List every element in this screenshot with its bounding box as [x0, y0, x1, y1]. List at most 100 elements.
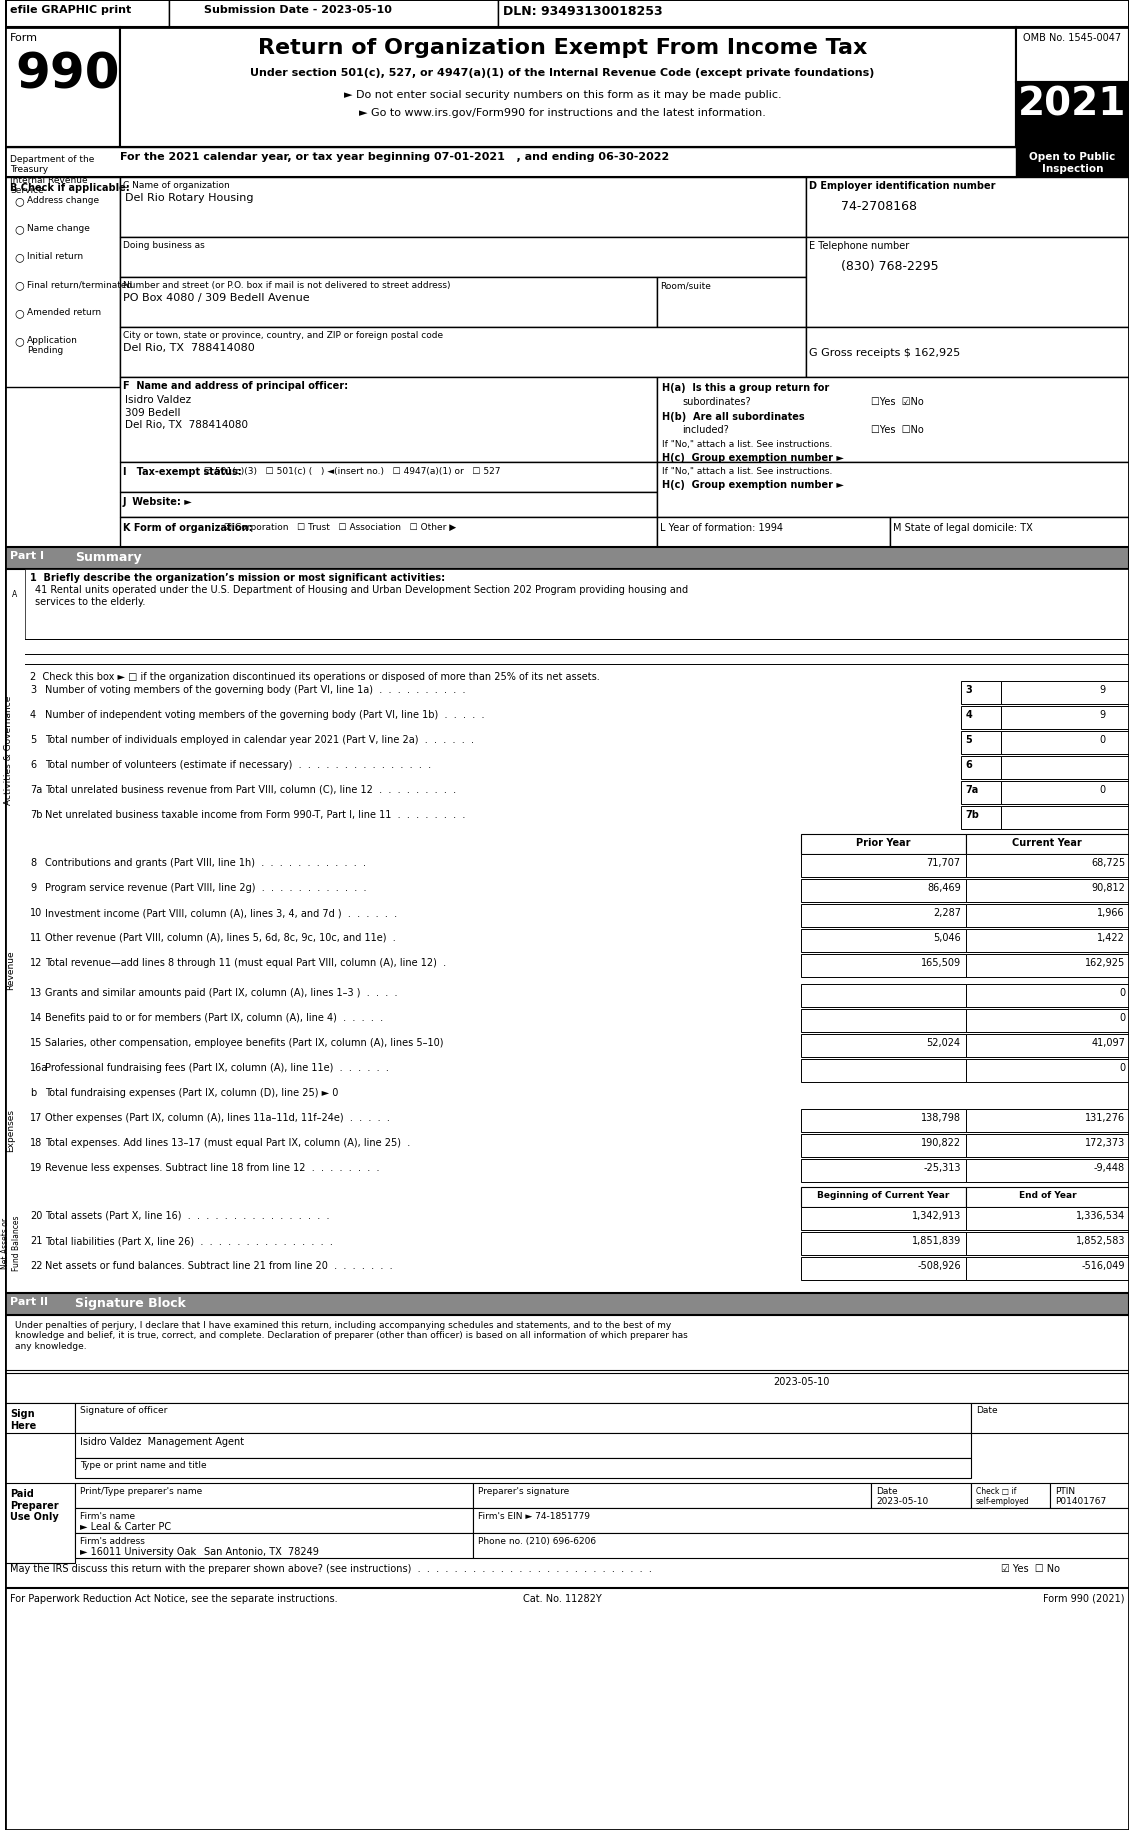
Text: Firm's EIN ► 74-1851779: Firm's EIN ► 74-1851779	[478, 1512, 590, 1521]
Text: Open to Public
Inspection: Open to Public Inspection	[1030, 152, 1115, 174]
Text: 6: 6	[30, 759, 36, 770]
Text: ○: ○	[14, 337, 24, 346]
Bar	[5, 1294, 1129, 1316]
Text: Print/Type preparer's name: Print/Type preparer's name	[80, 1486, 202, 1495]
Text: Return of Organization Exempt From Income Tax: Return of Organization Exempt From Incom…	[257, 38, 867, 59]
Bar	[806, 238, 1129, 328]
Text: 1  Briefly describe the organization’s mission or most significant activities:: 1 Briefly describe the organization’s mi…	[30, 573, 445, 582]
Text: 18: 18	[30, 1138, 42, 1147]
Text: Under section 501(c), 527, or 4947(a)(1) of the Internal Revenue Code (except pr: Under section 501(c), 527, or 4947(a)(1)…	[251, 68, 875, 79]
Bar	[5, 0, 1129, 27]
Text: Revenue less expenses. Subtract line 18 from line 12  .  .  .  .  .  .  .  .: Revenue less expenses. Subtract line 18 …	[45, 1162, 379, 1173]
Text: 0: 0	[1119, 988, 1124, 997]
Text: Activities & Governance: Activities & Governance	[3, 695, 12, 803]
Text: Expenses: Expenses	[7, 1107, 16, 1151]
Text: 3: 3	[30, 684, 36, 695]
Text: Total number of individuals employed in calendar year 2021 (Part V, line 2a)  . : Total number of individuals employed in …	[45, 734, 474, 745]
Text: ○: ○	[14, 196, 24, 207]
Text: 74-2708168: 74-2708168	[841, 199, 917, 212]
Text: 0: 0	[1099, 734, 1105, 745]
Bar	[25, 569, 1129, 640]
Bar	[75, 1482, 473, 1508]
Text: Doing business as: Doing business as	[123, 242, 204, 251]
Text: 52,024: 52,024	[927, 1038, 961, 1047]
Bar	[802, 855, 965, 878]
Text: ☐Yes  ☑No: ☐Yes ☑No	[872, 397, 924, 406]
Text: 190,822: 190,822	[920, 1138, 961, 1147]
Text: H(c)  Group exemption number ►: H(c) Group exemption number ►	[662, 452, 844, 463]
Bar	[75, 1508, 473, 1534]
Text: For the 2021 calendar year, or tax year beginning 07-01-2021   , and ending 06-3: For the 2021 calendar year, or tax year …	[120, 152, 668, 161]
Text: ☑ Corporation   ☐ Trust   ☐ Association   ☐ Other ▶: ☑ Corporation ☐ Trust ☐ Association ☐ Ot…	[224, 523, 456, 533]
Text: 22: 22	[30, 1261, 43, 1270]
Bar	[1000, 781, 1129, 805]
Text: Program service revenue (Part VIII, line 2g)  .  .  .  .  .  .  .  .  .  .  .  .: Program service revenue (Part VIII, line…	[45, 882, 367, 893]
Text: G Gross receipts $ 162,925: G Gross receipts $ 162,925	[809, 348, 961, 359]
Bar	[965, 985, 1129, 1008]
Bar	[5, 1316, 1129, 1371]
Bar	[965, 1109, 1129, 1133]
Text: 2,287: 2,287	[933, 908, 961, 917]
Text: 4: 4	[30, 710, 36, 719]
Text: Revenue: Revenue	[7, 950, 16, 990]
Bar	[1050, 1482, 1129, 1508]
Bar	[802, 880, 965, 902]
Text: ○: ○	[14, 280, 24, 289]
Text: San Antonio, TX  78249: San Antonio, TX 78249	[204, 1546, 320, 1556]
Text: 162,925: 162,925	[1085, 957, 1124, 968]
Text: Address change: Address change	[27, 196, 99, 205]
Text: -25,313: -25,313	[924, 1162, 961, 1173]
Text: B Check if applicable:: B Check if applicable:	[10, 183, 130, 192]
Bar	[802, 1160, 965, 1182]
Text: Cat. No. 11282Y: Cat. No. 11282Y	[523, 1594, 602, 1603]
Text: 16a: 16a	[30, 1063, 49, 1072]
Bar	[965, 1232, 1129, 1255]
Text: -508,926: -508,926	[917, 1261, 961, 1270]
Text: 7b: 7b	[30, 809, 43, 820]
Bar	[473, 1508, 1129, 1534]
Bar	[802, 1232, 965, 1255]
Text: Signature Block: Signature Block	[75, 1296, 185, 1308]
Bar	[75, 1459, 971, 1479]
Bar	[802, 1208, 965, 1230]
Bar	[802, 1034, 965, 1058]
Text: Submission Date - 2023-05-10: Submission Date - 2023-05-10	[204, 5, 392, 15]
Text: Department of the
Treasury
Internal Revenue
Service: Department of the Treasury Internal Reve…	[10, 156, 95, 196]
Text: End of Year: End of Year	[1018, 1190, 1076, 1199]
Text: H(b)  Are all subordinates: H(b) Are all subordinates	[662, 412, 805, 421]
Text: Number of independent voting members of the governing body (Part VI, line 1b)  .: Number of independent voting members of …	[45, 710, 484, 719]
Text: Part II: Part II	[10, 1296, 49, 1307]
Bar	[473, 1534, 1129, 1557]
Text: Sign
Here: Sign Here	[10, 1409, 36, 1429]
Text: Firm's name: Firm's name	[80, 1512, 134, 1521]
Text: 1,966: 1,966	[1097, 908, 1124, 917]
Text: Date: Date	[876, 1486, 898, 1495]
Text: 41 Rental units operated under the U.S. Department of Housing and Urban Developm: 41 Rental units operated under the U.S. …	[35, 584, 688, 606]
Text: 9: 9	[1099, 710, 1105, 719]
Text: ► Leal & Carter PC: ► Leal & Carter PC	[80, 1521, 170, 1532]
Bar	[1000, 756, 1129, 780]
Bar	[657, 377, 1129, 463]
Text: ☐Yes  ☐No: ☐Yes ☐No	[872, 425, 924, 436]
Text: 6: 6	[965, 759, 972, 770]
Bar	[1015, 148, 1129, 183]
Bar	[657, 518, 890, 547]
Bar	[802, 930, 965, 952]
Bar	[806, 328, 1129, 377]
Text: I   Tax-exempt status:: I Tax-exempt status:	[123, 467, 242, 478]
Text: Del Rio, TX  788414080: Del Rio, TX 788414080	[124, 419, 247, 430]
Text: 131,276: 131,276	[1085, 1113, 1124, 1122]
Text: Benefits paid to or for members (Part IX, column (A), line 4)  .  .  .  .  .: Benefits paid to or for members (Part IX…	[45, 1012, 383, 1023]
Text: (830) 768-2295: (830) 768-2295	[841, 260, 939, 273]
Bar	[965, 880, 1129, 902]
Text: 13: 13	[30, 988, 42, 997]
Text: 3: 3	[965, 684, 972, 695]
Text: Current Year: Current Year	[1013, 838, 1083, 847]
Bar	[1000, 681, 1129, 705]
Bar	[473, 1482, 872, 1508]
Bar	[120, 377, 657, 463]
Bar	[802, 834, 965, 855]
Text: ► Go to www.irs.gov/Form990 for instructions and the latest information.: ► Go to www.irs.gov/Form990 for instruct…	[359, 108, 765, 117]
Text: Contributions and grants (Part VIII, line 1h)  .  .  .  .  .  .  .  .  .  .  .  : Contributions and grants (Part VIII, lin…	[45, 858, 366, 867]
Text: Investment income (Part VIII, column (A), lines 3, 4, and 7d )  .  .  .  .  .  .: Investment income (Part VIII, column (A)…	[45, 908, 397, 917]
